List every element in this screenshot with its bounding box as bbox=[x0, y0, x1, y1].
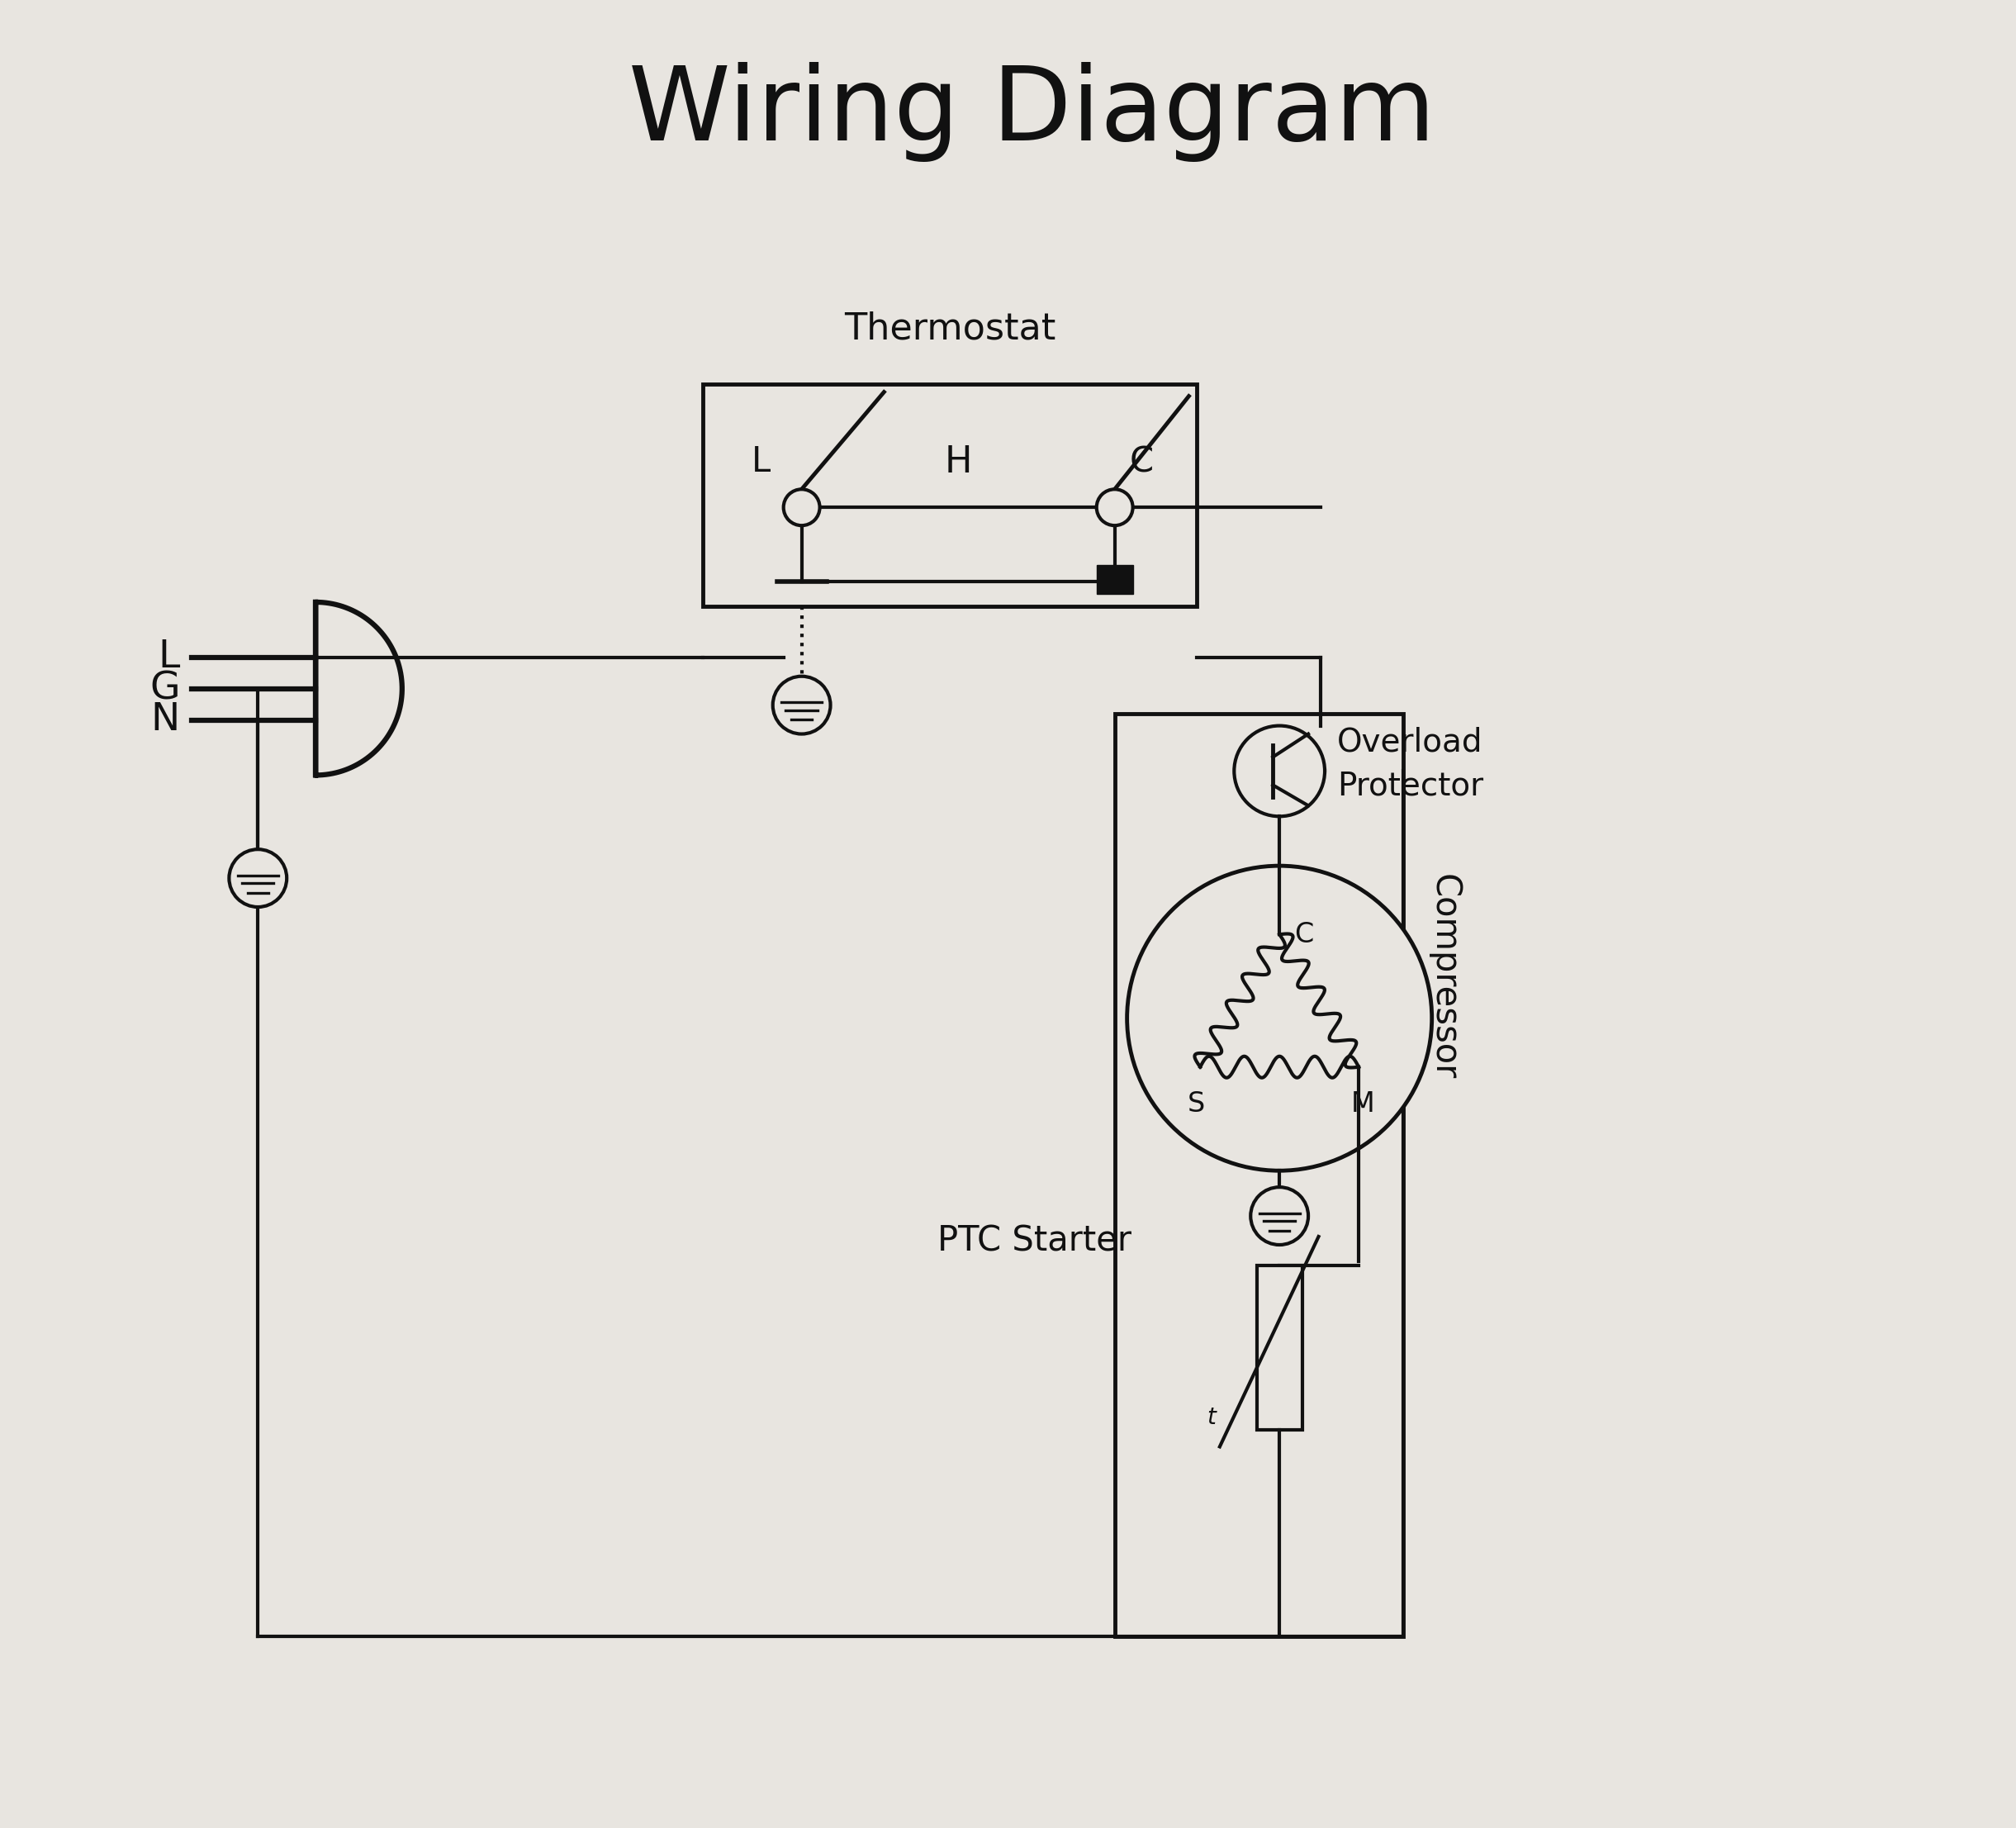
Bar bbox=[1115, 713, 1403, 1636]
Text: L: L bbox=[157, 638, 179, 676]
Text: L: L bbox=[752, 444, 770, 479]
Text: M: M bbox=[1351, 1089, 1375, 1117]
Text: G: G bbox=[149, 671, 179, 707]
Circle shape bbox=[772, 676, 831, 735]
Text: H: H bbox=[943, 444, 972, 479]
Text: Wiring Diagram: Wiring Diagram bbox=[629, 62, 1435, 163]
Bar bbox=[1097, 565, 1133, 594]
Circle shape bbox=[1250, 1186, 1308, 1245]
Circle shape bbox=[1234, 726, 1325, 817]
Text: PTC Starter: PTC Starter bbox=[937, 1223, 1131, 1258]
Text: t: t bbox=[1208, 1406, 1216, 1429]
Text: S: S bbox=[1187, 1089, 1206, 1117]
Text: N: N bbox=[151, 702, 179, 739]
Bar bbox=[704, 384, 1198, 607]
Text: Compressor: Compressor bbox=[1427, 874, 1462, 1080]
Text: C: C bbox=[1294, 921, 1314, 949]
Text: C: C bbox=[1129, 444, 1153, 479]
Circle shape bbox=[1097, 490, 1133, 525]
Text: Overload
Protector: Overload Protector bbox=[1337, 728, 1484, 802]
Circle shape bbox=[784, 490, 821, 525]
Text: Thermostat: Thermostat bbox=[845, 311, 1056, 347]
Bar bbox=[1256, 1265, 1302, 1429]
Circle shape bbox=[1127, 866, 1431, 1170]
Circle shape bbox=[230, 850, 286, 907]
